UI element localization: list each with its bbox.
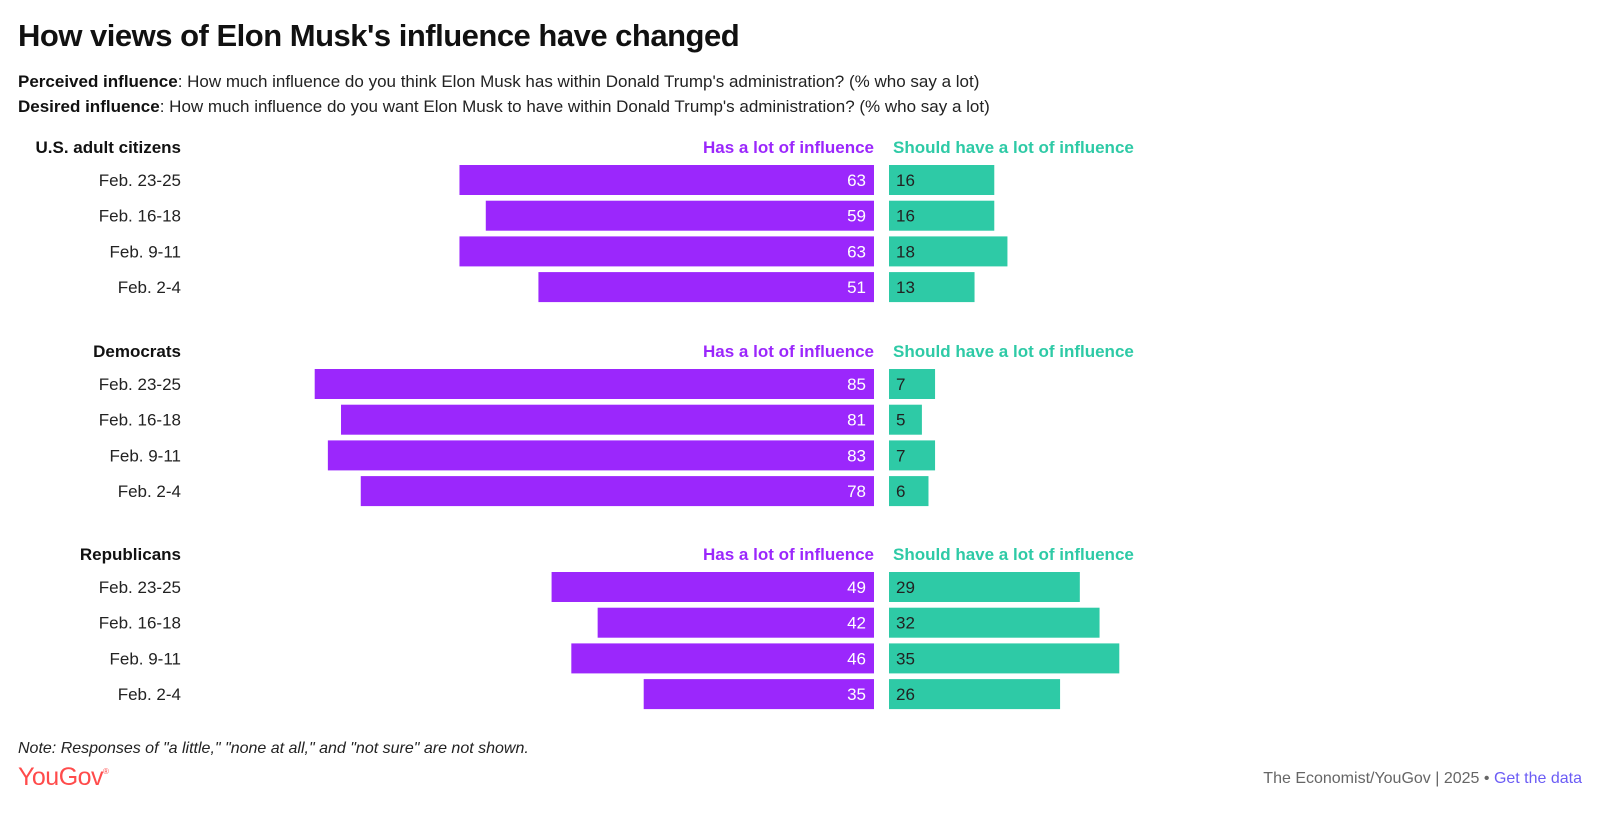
value-label-has-influence: 81: [847, 411, 866, 430]
group-label-u-s-adult-citizens: U.S. adult citizens: [36, 138, 181, 157]
value-label-should-have-influence: 18: [896, 242, 915, 261]
series-header-has-influence: Has a lot of influence: [703, 342, 874, 361]
bar-has-influence: [538, 272, 874, 303]
chart-note: Note: Responses of "a little," "none at …: [18, 740, 529, 757]
desired-influence-description: Desired influence: How much influence do…: [18, 97, 990, 117]
bar-has-influence: [643, 679, 874, 710]
value-label-has-influence: 42: [847, 614, 866, 633]
row-label: Feb. 23-25: [99, 578, 181, 597]
value-label-has-influence: 63: [847, 242, 866, 261]
row-label: Feb. 23-25: [99, 171, 181, 190]
value-label-should-have-influence: 7: [896, 446, 905, 465]
get-the-data-link[interactable]: Get the data: [1493, 770, 1582, 787]
row-label: Feb. 2-4: [118, 685, 181, 704]
bar-should-have-influence: [889, 200, 995, 231]
value-label-has-influence: 78: [847, 482, 866, 501]
bar-should-have-influence: [889, 476, 929, 507]
group-label-republicans: Republicans: [80, 545, 181, 564]
series-header-should-have-influence: Should have a lot of influence: [893, 138, 1134, 157]
value-label-has-influence: 49: [847, 578, 866, 597]
row-label: Feb. 16-18: [99, 411, 181, 430]
value-label-should-have-influence: 16: [896, 207, 915, 226]
desired-influence-label: Desired influence: [18, 97, 160, 116]
value-label-has-influence: 59: [847, 207, 866, 226]
value-label-should-have-influence: 7: [896, 375, 905, 394]
row-label: Feb. 16-18: [99, 207, 181, 226]
bar-should-have-influence: [889, 607, 1100, 638]
yougov-logo: YouGov®: [18, 763, 109, 791]
bar-should-have-influence: [889, 679, 1061, 710]
bar-has-influence: [571, 643, 874, 674]
bar-should-have-influence: [889, 440, 936, 471]
value-label-should-have-influence: 35: [896, 649, 915, 668]
value-label-should-have-influence: 13: [896, 278, 915, 297]
bar-has-influence: [551, 572, 874, 602]
perceived-influence-text: : How much influence do you think Elon M…: [177, 72, 980, 91]
value-label-has-influence: 46: [847, 649, 866, 668]
series-header-has-influence: Has a lot of influence: [703, 138, 874, 157]
bar-should-have-influence: [889, 272, 975, 303]
series-header-has-influence: Has a lot of influence: [703, 545, 874, 564]
bar-has-influence: [314, 369, 874, 399]
value-label-should-have-influence: 5: [896, 411, 905, 430]
value-label-has-influence: 63: [847, 171, 866, 190]
bar-should-have-influence: [889, 236, 1008, 267]
row-label: Feb. 2-4: [118, 278, 181, 297]
value-label-should-have-influence: 26: [896, 685, 915, 704]
value-label-should-have-influence: 16: [896, 171, 915, 190]
bar-should-have-influence: [889, 369, 936, 399]
row-label: Feb. 2-4: [118, 482, 181, 501]
bar-should-have-influence: [889, 643, 1120, 674]
value-label-has-influence: 35: [847, 685, 866, 704]
value-label-has-influence: 51: [847, 278, 866, 297]
diverging-bar-chart: U.S. adult citizens Has a lot of influenc…: [36, 138, 1134, 710]
value-label-should-have-influence: 32: [896, 614, 915, 633]
value-label-should-have-influence: 6: [896, 482, 905, 501]
series-header-should-have-influence: Should have a lot of influence: [893, 545, 1134, 564]
bar-has-influence: [459, 236, 874, 267]
chart-title: How views of Elon Musk's influence have …: [18, 18, 740, 53]
bar-should-have-influence: [889, 404, 922, 435]
bar-should-have-influence: [889, 165, 995, 195]
bar-should-have-influence: [889, 572, 1080, 602]
value-label-has-influence: 85: [847, 375, 866, 394]
value-label-should-have-influence: 29: [896, 578, 915, 597]
row-label: Feb. 16-18: [99, 614, 181, 633]
bar-has-influence: [597, 607, 874, 638]
series-header-should-have-influence: Should have a lot of influence: [893, 342, 1134, 361]
group-label-democrats: Democrats: [93, 342, 181, 361]
bar-has-influence: [341, 404, 874, 435]
row-label: Feb. 9-11: [109, 446, 181, 465]
bar-has-influence: [327, 440, 874, 471]
perceived-influence-label: Perceived influence: [18, 72, 178, 91]
row-label: Feb. 9-11: [109, 649, 181, 668]
bar-has-influence: [485, 200, 874, 231]
value-label-has-influence: 83: [847, 446, 866, 465]
footer-source: The Economist/YouGov | 2025 •: [1263, 770, 1494, 787]
desired-influence-text: : How much influence do you want Elon Mu…: [159, 97, 990, 116]
bar-has-influence: [459, 165, 874, 195]
row-label: Feb. 9-11: [109, 242, 181, 261]
footer: The Economist/YouGov | 2025 • Get the da…: [1263, 770, 1582, 788]
perceived-influence-description: Perceived influence: How much influence …: [18, 72, 979, 92]
bar-has-influence: [360, 476, 874, 507]
row-label: Feb. 23-25: [99, 375, 181, 394]
